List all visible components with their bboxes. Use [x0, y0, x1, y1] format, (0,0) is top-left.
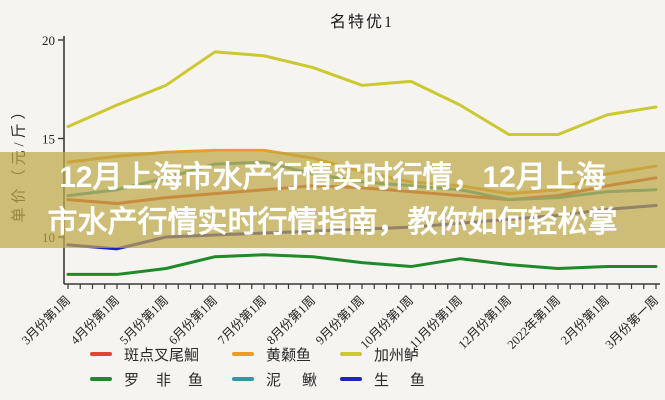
legend-swatch-teal	[232, 377, 254, 381]
legend-item-tilapia: 罗非鱼	[90, 368, 232, 390]
banner-text-line-2: 市水产行情实时行情指南，教你如何轻松掌	[47, 206, 618, 239]
legend-label: 生鱼	[374, 372, 447, 389]
chart-legend: 斑点叉尾鮰 黄颡鱼 加州鲈 罗非鱼 泥鳅 生鱼	[90, 343, 500, 390]
legend-item-snakehead: 生鱼	[340, 368, 500, 390]
legend-swatch-green	[90, 377, 112, 381]
legend-label: 罗非鱼	[124, 372, 221, 389]
svg-text:3月份第一周: 3月份第一周	[603, 293, 662, 352]
svg-text:15: 15	[42, 132, 55, 147]
svg-text:8月份第1周: 8月份第1周	[264, 293, 318, 347]
legend-item-channel-catfish: 斑点叉尾鮰	[90, 343, 232, 365]
chart-title: 名特优1	[329, 14, 394, 31]
legend-label: 加州鲈	[374, 347, 420, 364]
legend-item-yellow-catfish: 黄颡鱼	[232, 343, 340, 365]
svg-text:2022年第1周: 2022年第1周	[505, 293, 564, 352]
banner-text-line-1: 12月上海市水产行情实时行情，12月上海	[59, 161, 606, 194]
svg-text:3月份第1周: 3月份第1周	[19, 293, 73, 347]
legend-swatch-blue	[340, 377, 362, 381]
legend-swatch-orange	[232, 352, 254, 356]
svg-text:5月份第1周: 5月份第1周	[117, 293, 171, 347]
legend-label: 泥鳅	[266, 372, 339, 389]
legend-item-loach: 泥鳅	[232, 368, 340, 390]
svg-text:20: 20	[42, 33, 55, 48]
svg-text:4月份第1周: 4月份第1周	[68, 293, 122, 347]
legend-label: 黄颡鱼	[266, 347, 312, 364]
legend-swatch-yellow	[340, 352, 362, 356]
svg-text:7月份第1周: 7月份第1周	[215, 293, 269, 347]
headline-overlay-banner: 12月上海市水产行情实时行情，12月上海 市水产行情实时行情指南，教你如何轻松掌	[0, 152, 665, 248]
legend-label: 斑点叉尾鮰	[124, 347, 200, 364]
legend-swatch-red	[90, 352, 112, 356]
svg-text:6月份第1周: 6月份第1周	[166, 293, 220, 347]
legend-item-california-bass: 加州鲈	[340, 343, 500, 365]
